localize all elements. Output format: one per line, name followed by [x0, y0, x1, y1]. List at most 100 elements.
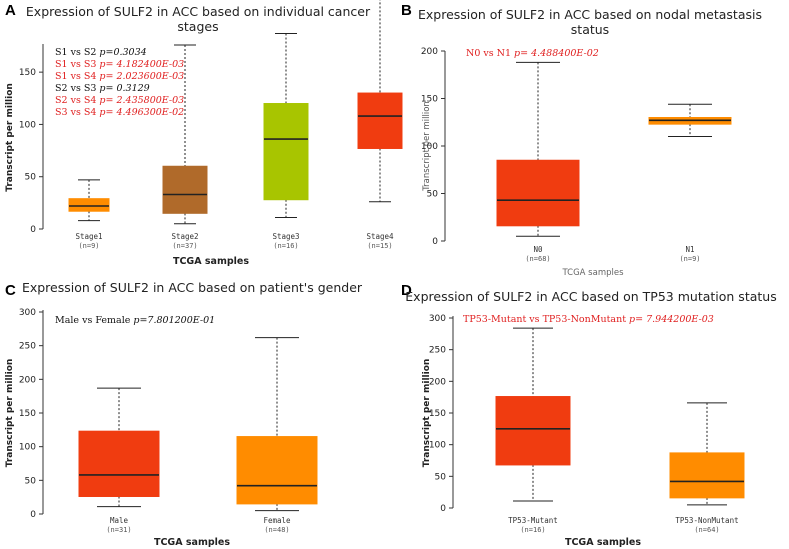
panel-letter: A: [5, 2, 16, 19]
chart-title-line: status: [571, 22, 609, 37]
p-value-annotation: Male vs Female p=7.801200E-01: [55, 315, 215, 326]
p-value: p= 7.944200E-03: [629, 314, 714, 325]
p-value-annotation: S1 vs S2 p=0.3034: [55, 47, 147, 58]
y-tick-label: 0: [432, 237, 438, 247]
box-tp53-nonmutant: [669, 402, 745, 506]
comparison-label: Male vs Female: [55, 315, 133, 326]
y-axis-label: Transcript per million: [5, 83, 15, 192]
y-tick-label: 150: [429, 409, 446, 419]
p-value-annotation: S3 vs S4 p= 4.496300E-02: [55, 107, 184, 118]
box-n0: [496, 61, 580, 237]
p-value-annotation: S1 vs S4 p= 2.023600E-03: [55, 71, 184, 82]
chart-title-line: Expression of SULF2 in ACC based on noda…: [418, 7, 762, 22]
y-axis-label: Transcript per million: [422, 359, 432, 468]
chart-title-line: Expression of SULF2 in ACC based on TP53…: [405, 289, 776, 304]
comparison-label: S1 vs S4: [55, 71, 99, 82]
comparison-label: S1 vs S2: [55, 47, 99, 58]
y-axis-label: Transcript per million: [422, 101, 432, 192]
x-axis-label: TCGA samples: [561, 268, 624, 278]
box-n1: [648, 103, 732, 137]
box-stage2: [162, 44, 208, 225]
y-tick-label: 50: [25, 173, 37, 183]
comparison-label: TP53-Mutant vs TP53-NonMutant: [463, 314, 629, 325]
p-value: p= 0.3129: [99, 83, 149, 94]
panel-letter: B: [401, 2, 412, 19]
y-tick-label: 200: [19, 375, 36, 385]
x-category-label: N1: [685, 245, 694, 254]
iqr-box: [162, 165, 208, 214]
p-value-annotation: S2 vs S3 p= 0.3129: [55, 83, 150, 94]
comparison-label: S2 vs S4: [55, 95, 99, 106]
y-tick-label: 150: [19, 68, 36, 78]
x-axis-label: TCGA samples: [154, 537, 230, 548]
x-category-label: Stage2: [171, 232, 198, 241]
y-tick-label: 150: [19, 409, 36, 419]
y-tick-label: 0: [30, 510, 36, 520]
x-category-n: (n=48): [264, 526, 289, 534]
x-category-n: (n=16): [273, 242, 298, 250]
y-tick-label: 300: [19, 308, 36, 318]
x-category-n: (n=31): [106, 526, 131, 534]
p-value-annotation: S2 vs S4 p= 2.435800E-03: [55, 95, 184, 106]
p-value: p= 4.496300E-02: [99, 107, 184, 118]
p-value-annotation: TP53-Mutant vs TP53-NonMutant p= 7.94420…: [463, 314, 714, 325]
x-category-label: Female: [263, 516, 291, 525]
iqr-box: [78, 430, 160, 497]
x-axis-label: TCGA samples: [565, 537, 641, 548]
x-axis-label: TCGA samples: [173, 256, 249, 267]
panel-letter: D: [401, 282, 412, 299]
x-category-label: N0: [533, 245, 543, 254]
comparison-label: S1 vs S3: [55, 59, 99, 70]
y-tick-label: 100: [19, 443, 36, 453]
iqr-box: [669, 452, 745, 499]
box-stage3: [263, 32, 309, 218]
chart-title-line: stages: [177, 19, 218, 34]
chart-title-line: Expression of SULF2 in ACC based on indi…: [26, 4, 371, 19]
x-category-label: TP53-Mutant: [508, 516, 558, 525]
x-category-label: Male: [110, 516, 129, 525]
p-value-annotation: N0 vs N1 p= 4.488400E-02: [466, 48, 599, 59]
iqr-box: [236, 436, 318, 505]
y-tick-label: 100: [421, 142, 438, 152]
p-value-annotation: S1 vs S3 p= 4.182400E-03: [55, 59, 184, 70]
x-category-n: (n=15): [367, 242, 392, 250]
x-category-label: Stage3: [272, 232, 299, 241]
y-axis-label: Transcript per million: [5, 359, 15, 468]
chart-title-line: Expression of SULF2 in ACC based on pati…: [22, 280, 363, 295]
p-value: p= 4.488400E-02: [514, 48, 599, 59]
box-stage4: [357, 0, 403, 203]
panel-c: C Expression of SULF2 in ACC based on pat…: [5, 280, 363, 548]
y-tick-label: 50: [25, 476, 37, 486]
iqr-box: [495, 396, 571, 466]
y-tick-label: 0: [440, 504, 446, 514]
x-category-n: (n=37): [172, 242, 197, 250]
y-tick-label: 50: [435, 472, 447, 482]
comparison-label: S3 vs S4: [55, 107, 99, 118]
comparison-label: S2 vs S3: [55, 83, 99, 94]
box-male: [78, 387, 160, 508]
x-category-n: (n=68): [525, 255, 550, 263]
iqr-box: [68, 198, 110, 212]
iqr-box: [263, 103, 309, 201]
y-tick-label: 0: [30, 225, 36, 235]
x-category-n: (n=64): [694, 526, 719, 534]
p-value: p= 4.182400E-03: [99, 59, 184, 70]
y-tick-label: 150: [421, 95, 438, 105]
p-value: p=7.801200E-01: [133, 315, 215, 326]
x-category-n: (n=16): [520, 526, 545, 534]
y-tick-label: 250: [19, 342, 36, 352]
iqr-box: [496, 159, 580, 227]
comparison-label: N0 vs N1: [466, 48, 514, 59]
x-category-n: (n=9): [78, 242, 99, 250]
panel-a: A Expression of SULF2 in ACC based on ind…: [5, 0, 403, 267]
y-tick-label: 100: [19, 120, 36, 130]
p-value: p= 2.023600E-03: [99, 71, 184, 82]
p-value: p= 2.435800E-03: [99, 95, 184, 106]
x-category-n: (n=9): [679, 255, 700, 263]
x-category-label: TP53-NonMutant: [675, 516, 738, 525]
x-category-label: Stage4: [366, 232, 394, 241]
x-category-label: Stage1: [75, 232, 102, 241]
y-tick-label: 50: [427, 190, 439, 200]
